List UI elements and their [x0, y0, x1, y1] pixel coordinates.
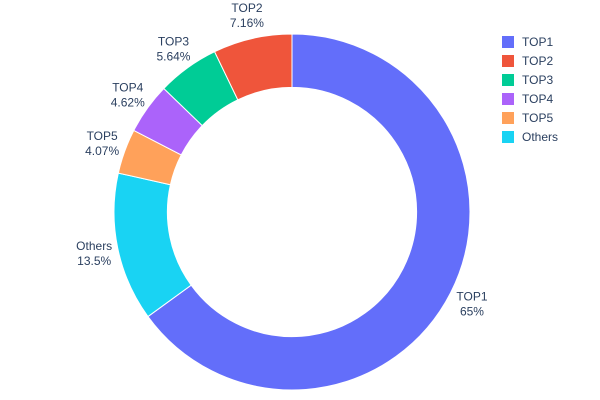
slice-labels: TOP1 65% Others 13.5% TOP5 4.07% TOP4 4.62% TOP3… [76, 1, 488, 319]
slice-label-top2: TOP2 7.16% [230, 1, 264, 30]
legend-swatch [502, 131, 514, 143]
legend-item-top3[interactable]: TOP3 [502, 74, 558, 86]
legend-swatch [502, 112, 514, 124]
pie-slice-top1[interactable] [147, 33, 471, 391]
legend-label: TOP3 [522, 73, 554, 87]
legend-item-top4[interactable]: TOP4 [502, 93, 558, 105]
legend-label: Others [522, 130, 559, 144]
legend: TOP1 TOP2 TOP3 TOP4 TOP5 Others [502, 36, 558, 143]
legend-label: TOP4 [522, 92, 554, 106]
slice-label-top4: TOP4 4.62% [111, 80, 145, 109]
legend-item-top1[interactable]: TOP1 [502, 36, 558, 48]
legend-swatch [502, 74, 514, 86]
slice-label-top5: TOP5 4.07% [85, 129, 119, 158]
pie-slices [113, 33, 471, 391]
legend-item-top5[interactable]: TOP5 [502, 112, 558, 124]
legend-swatch [502, 55, 514, 67]
legend-label: TOP1 [522, 35, 554, 49]
slice-label-top1: TOP1 65% [456, 290, 487, 319]
legend-label: TOP5 [522, 111, 554, 125]
legend-label: TOP2 [522, 54, 554, 68]
legend-item-others[interactable]: Others [502, 131, 558, 143]
legend-swatch [502, 93, 514, 105]
legend-item-top2[interactable]: TOP2 [502, 55, 558, 67]
slice-label-top3: TOP3 5.64% [156, 34, 190, 63]
pie-slice-top2[interactable] [213, 33, 293, 101]
slice-label-others: Others 13.5% [76, 239, 112, 268]
legend-swatch [502, 36, 514, 48]
